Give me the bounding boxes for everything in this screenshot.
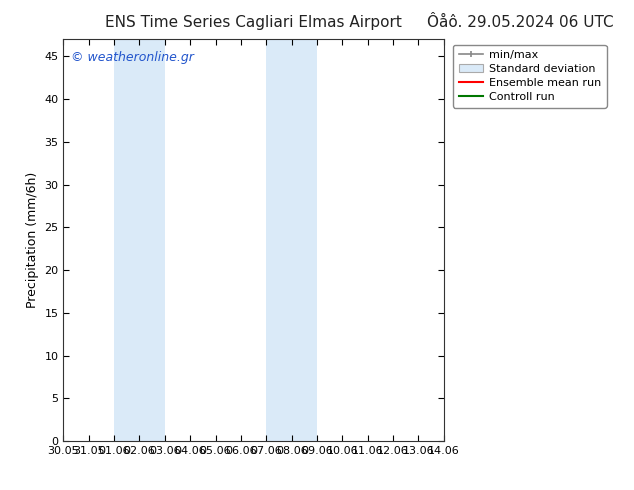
Text: Ôåô. 29.05.2024 06 UTC: Ôåô. 29.05.2024 06 UTC	[427, 15, 613, 30]
Bar	[266, 39, 317, 441]
Text: © weatheronline.gr: © weatheronline.gr	[71, 51, 194, 64]
Text: ENS Time Series Cagliari Elmas Airport: ENS Time Series Cagliari Elmas Airport	[105, 15, 402, 30]
Y-axis label: Precipitation (mm/6h): Precipitation (mm/6h)	[26, 172, 39, 308]
Legend: min/max, Standard deviation, Ensemble mean run, Controll run: min/max, Standard deviation, Ensemble me…	[453, 45, 607, 107]
Bar	[114, 39, 165, 441]
